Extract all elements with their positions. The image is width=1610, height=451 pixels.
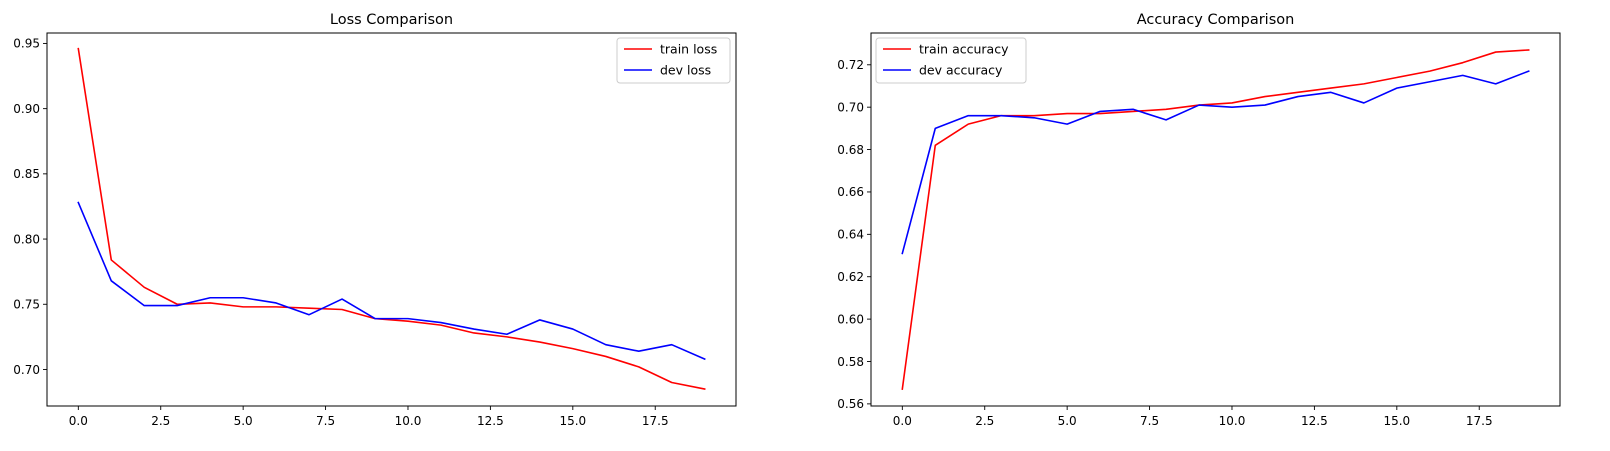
accuracy-legend-label-train: train accuracy — [919, 42, 1009, 57]
accuracy-ytick-label: 0.72 — [837, 58, 864, 72]
accuracy-chart: Accuracy Comparison 0.0 2.5 5.0 7.5 10.0 12.5… — [837, 12, 1561, 428]
accuracy-xtick-label: 12.5 — [1301, 414, 1328, 428]
loss-axis-ticks: 0.0 2.5 5.0 7.5 10.0 12.5 15.0 17.5 0.70 0.75 0.80… — [13, 37, 668, 428]
accuracy-xtick-label: 0.0 — [893, 414, 912, 428]
accuracy-ytick-label: 0.70 — [837, 100, 864, 114]
loss-xtick-label: 17.5 — [642, 414, 669, 428]
loss-ytick-label: 0.95 — [13, 37, 40, 51]
accuracy-ytick-label: 0.56 — [837, 397, 864, 411]
accuracy-ytick-label: 0.66 — [837, 185, 864, 199]
loss-legend-label-dev: dev loss — [660, 63, 711, 78]
accuracy-xtick-label: 5.0 — [1058, 414, 1077, 428]
accuracy-line-dev-accuracy — [901, 70, 1530, 255]
loss-xtick-label: 10.0 — [395, 414, 422, 428]
loss-ytick-label: 0.80 — [13, 232, 40, 246]
accuracy-ytick-label: 0.60 — [837, 312, 864, 326]
loss-chart: Loss Comparison 0.0 2.5 5.0 7.5 10.0 12.5 15.0… — [13, 12, 737, 428]
accuracy-legend-box — [875, 37, 1027, 84]
loss-series-lines — [77, 47, 706, 390]
loss-xtick-label: 0.0 — [69, 414, 88, 428]
loss-chart-title: Loss Comparison — [330, 12, 453, 28]
loss-legend-label-train: train loss — [660, 42, 717, 57]
accuracy-xtick-label: 2.5 — [975, 414, 994, 428]
accuracy-legend: train accuracy dev accuracy — [875, 37, 1027, 84]
loss-xtick-label: 5.0 — [234, 414, 253, 428]
loss-line-dev-loss — [77, 201, 706, 361]
accuracy-xtick-label: 17.5 — [1466, 414, 1493, 428]
accuracy-ytick-label: 0.64 — [837, 228, 864, 242]
accuracy-axis-ticks: 0.0 2.5 5.0 7.5 10.0 12.5 15.0 17.5 0.56 0.58 0.60… — [837, 58, 1492, 428]
loss-ytick-label: 0.85 — [13, 167, 40, 181]
loss-ytick-label: 0.70 — [13, 363, 40, 377]
accuracy-ytick-label: 0.68 — [837, 143, 864, 157]
accuracy-ytick-label: 0.58 — [837, 355, 864, 369]
accuracy-xtick-label: 10.0 — [1219, 414, 1246, 428]
accuracy-xtick-label: 15.0 — [1383, 414, 1410, 428]
accuracy-ytick-label: 0.62 — [837, 270, 864, 284]
loss-plot-frame — [46, 32, 737, 407]
loss-ytick-label: 0.90 — [13, 102, 40, 116]
accuracy-xtick-label: 7.5 — [1140, 414, 1159, 428]
loss-xtick-label: 7.5 — [316, 414, 335, 428]
loss-xtick-label: 2.5 — [151, 414, 170, 428]
loss-xtick-label: 12.5 — [477, 414, 504, 428]
accuracy-chart-title: Accuracy Comparison — [1137, 12, 1295, 28]
accuracy-plot-frame — [870, 32, 1561, 407]
accuracy-legend-label-dev: dev accuracy — [919, 63, 1003, 78]
accuracy-series-lines — [901, 49, 1530, 390]
loss-legend: train loss dev loss — [616, 37, 731, 84]
loss-ytick-label: 0.75 — [13, 298, 40, 312]
loss-xtick-label: 15.0 — [559, 414, 586, 428]
